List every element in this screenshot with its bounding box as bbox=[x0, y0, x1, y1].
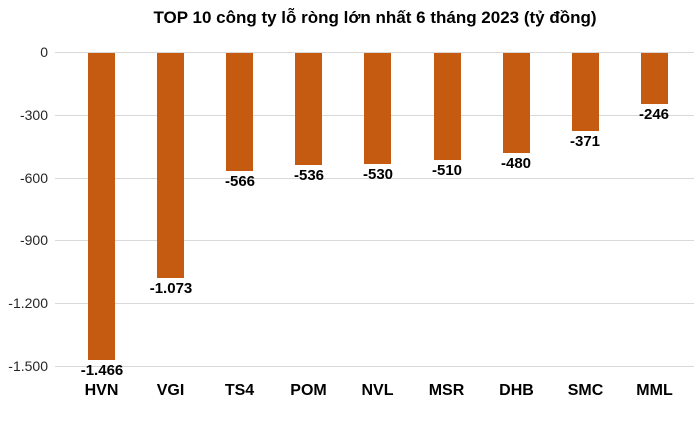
gridline-0 bbox=[55, 52, 694, 53]
chart-title: TOP 10 công ty lỗ ròng lớn nhất 6 tháng … bbox=[153, 8, 597, 27]
bar-value-label-MML: -246 bbox=[638, 106, 670, 123]
bar-value-label-HVN: -1.466 bbox=[80, 362, 124, 379]
y-axis-tick-label: 0 bbox=[40, 44, 48, 60]
x-axis-category-label-NVL: NVL bbox=[361, 382, 394, 399]
bar-value-label-NVL: -530 bbox=[362, 166, 394, 183]
bar-MSR bbox=[434, 53, 461, 160]
y-axis-tick-label: -900 bbox=[19, 232, 48, 248]
bar-HVN bbox=[88, 53, 115, 360]
y-axis-tick-label: -1.200 bbox=[8, 295, 48, 311]
gridline--1.200 bbox=[55, 303, 694, 304]
bar-value-label-POM: -536 bbox=[293, 167, 325, 184]
x-axis-category-label-TS4: TS4 bbox=[224, 382, 255, 399]
gridline--1.500 bbox=[55, 366, 694, 367]
bar-value-label-DHB: -480 bbox=[500, 155, 532, 172]
bar-VGI bbox=[157, 53, 184, 278]
bar-NVL bbox=[364, 53, 391, 164]
x-axis-category-label-SMC: SMC bbox=[567, 382, 604, 399]
bar-MML bbox=[641, 53, 668, 104]
x-axis-category-label-VGI: VGI bbox=[156, 382, 185, 399]
bar-value-label-VGI: -1.073 bbox=[149, 280, 193, 297]
gridline--900 bbox=[55, 240, 694, 241]
y-axis-tick-label: -300 bbox=[19, 107, 48, 123]
bar-DHB bbox=[503, 53, 530, 153]
bar-value-label-MSR: -510 bbox=[431, 162, 463, 179]
x-axis-category-label-MML: MML bbox=[636, 382, 673, 399]
x-axis-category-label-HVN: HVN bbox=[84, 382, 119, 399]
bar-value-label-TS4: -566 bbox=[224, 173, 256, 190]
y-axis-tick-label: -1.500 bbox=[8, 358, 48, 374]
x-axis-category-label-POM: POM bbox=[290, 382, 327, 399]
bar-POM bbox=[295, 53, 322, 165]
bar-SMC bbox=[572, 53, 599, 131]
bar-value-label-SMC: -371 bbox=[569, 133, 601, 150]
gridline--600 bbox=[55, 178, 694, 179]
y-axis-tick-label: -600 bbox=[19, 170, 48, 186]
x-axis-category-label-DHB: DHB bbox=[499, 382, 534, 399]
bar-TS4 bbox=[226, 53, 253, 171]
x-axis-category-label-MSR: MSR bbox=[428, 382, 465, 399]
